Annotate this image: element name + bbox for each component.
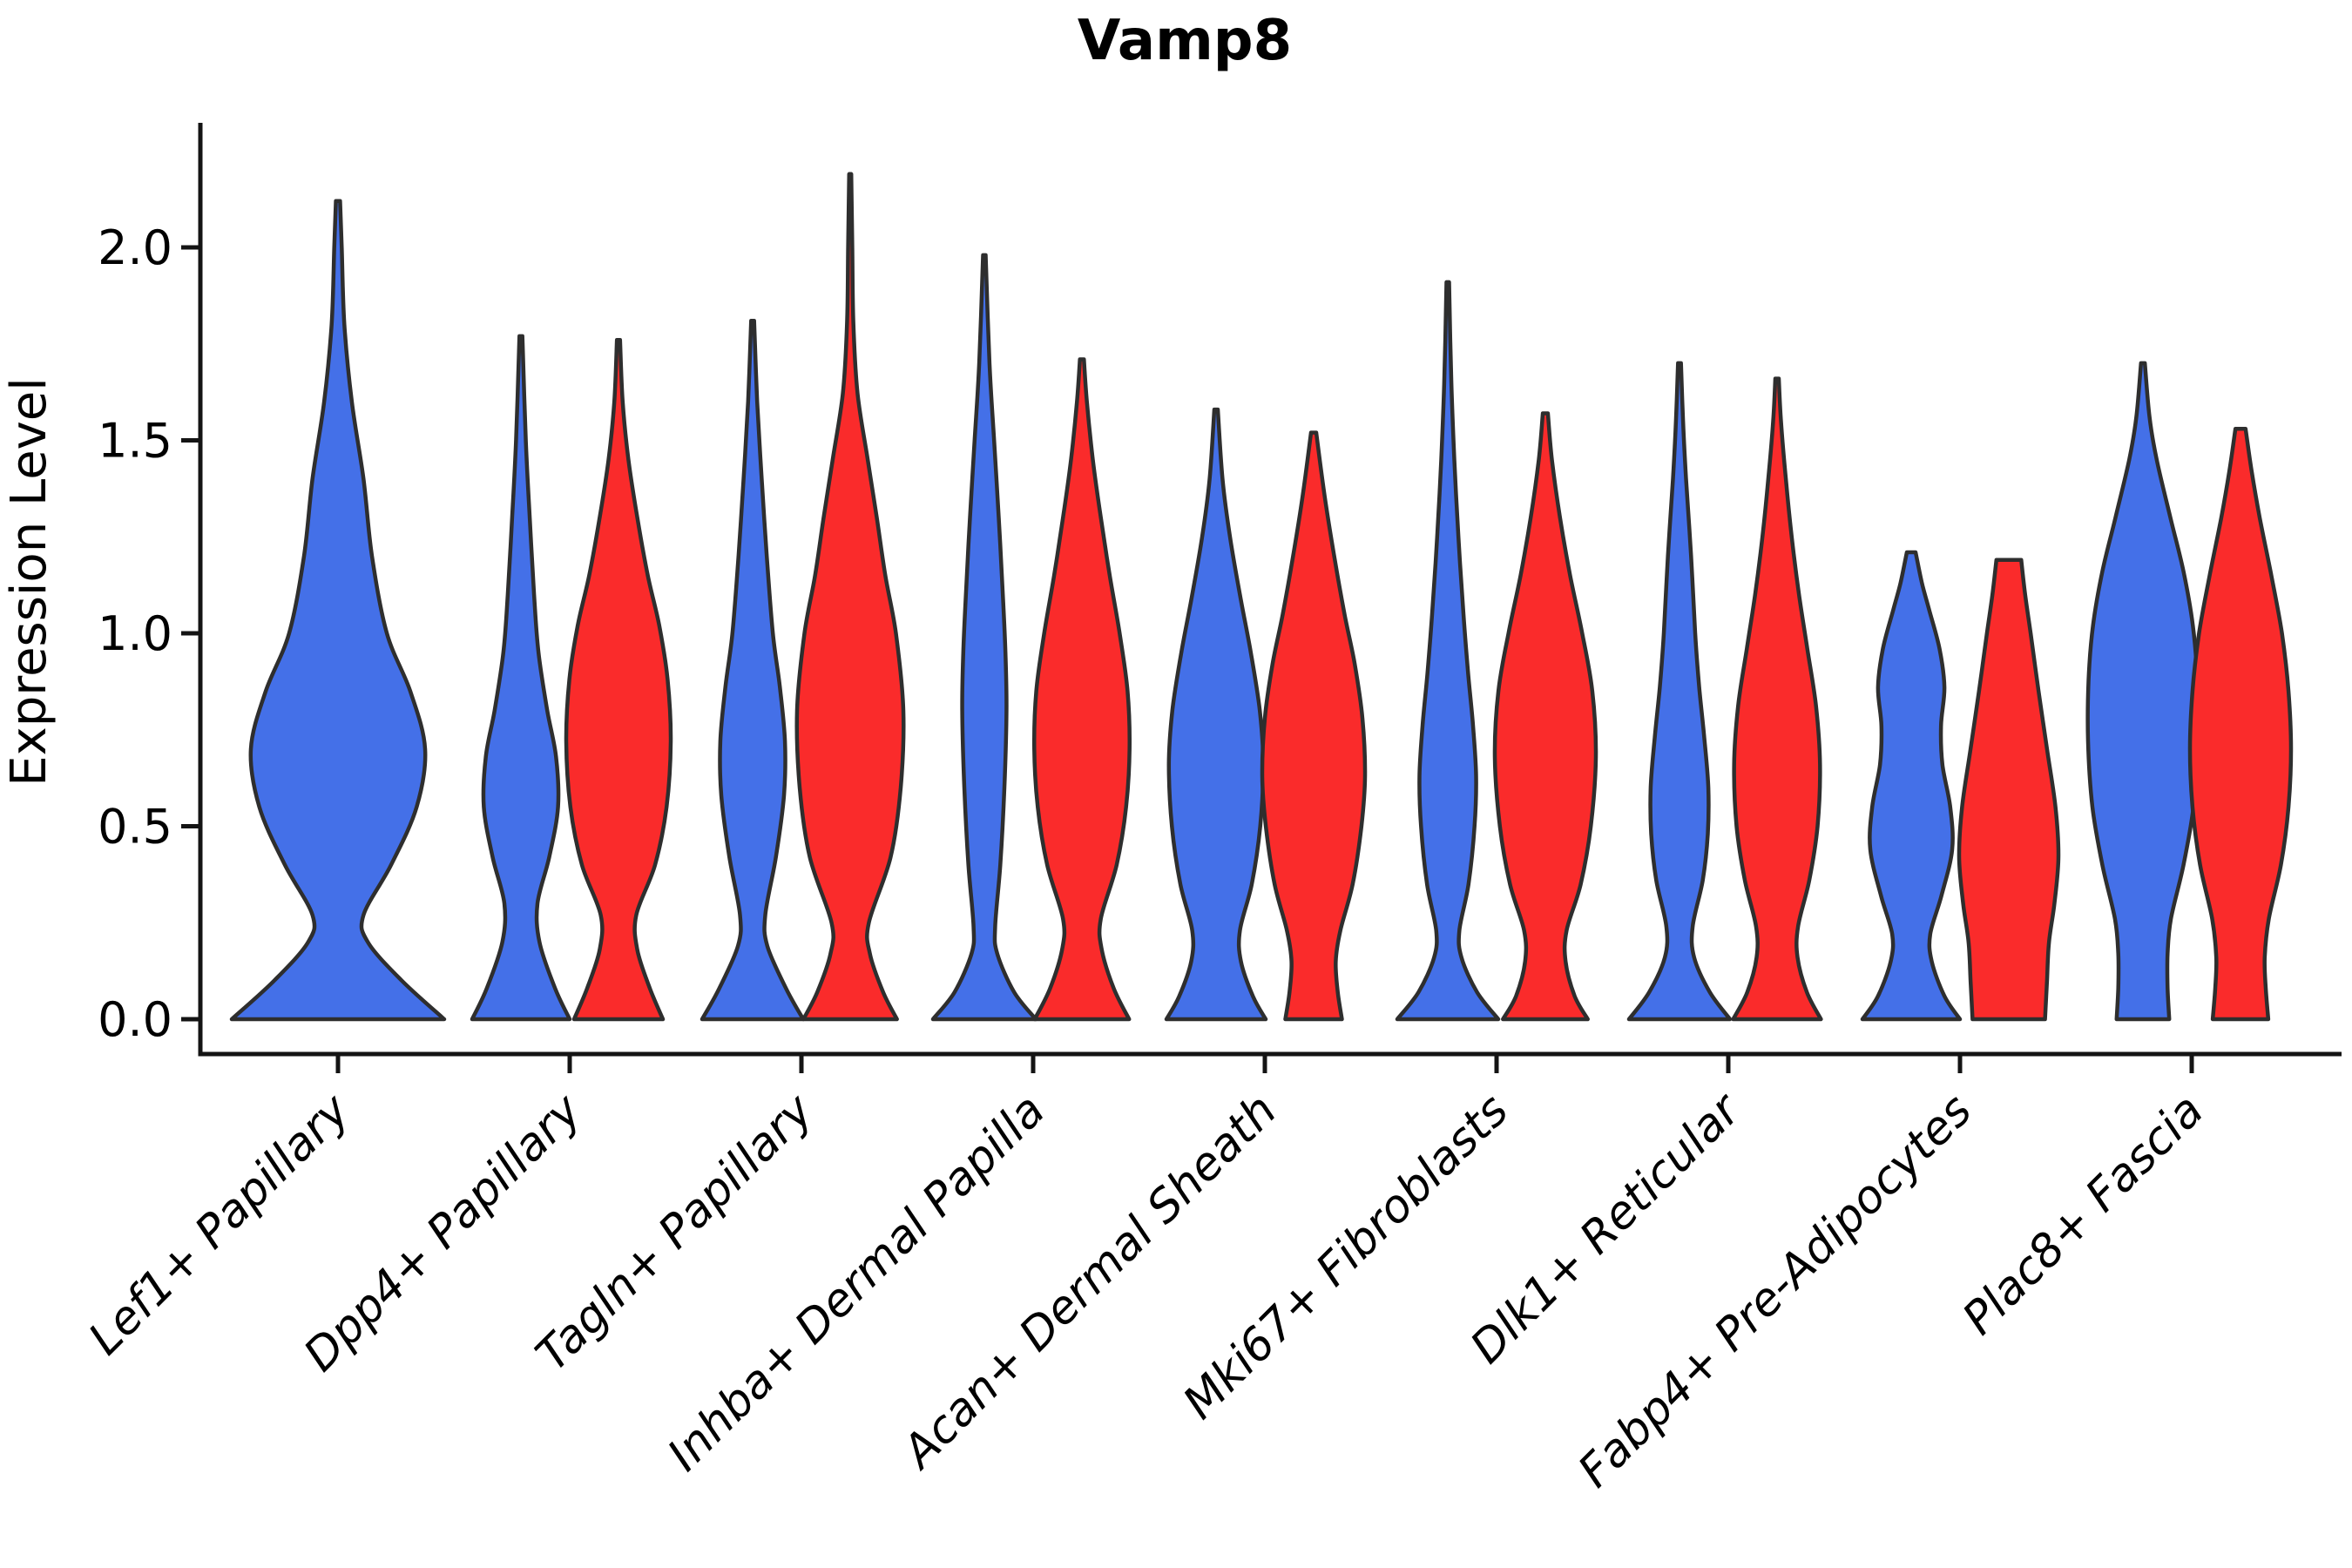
y-tick-label: 2.0 — [98, 220, 172, 275]
violin-lef1-blue — [229, 199, 447, 1022]
violin-dlk1-blue — [1626, 361, 1733, 1022]
axes — [181, 123, 2342, 1073]
violin-fabp4-blue — [1860, 550, 1963, 1022]
violin-fabp4-red — [1957, 558, 2061, 1022]
violins — [229, 172, 2294, 1022]
x-tick-label: Fabp4+ Pre-Adipocytes — [1569, 1085, 1983, 1498]
violin-plac8-red — [2187, 426, 2294, 1022]
y-tick-labels: 0.0 0.5 1.0 1.5 2.0 — [98, 220, 172, 1047]
violin-acan-red — [1260, 430, 1368, 1022]
y-tick-label: 0.0 — [98, 992, 172, 1047]
x-tick-label: Acan+ Dermal Sheath — [891, 1085, 1287, 1480]
y-tick-label: 1.0 — [98, 606, 172, 661]
violin-plac8-blue — [2085, 361, 2200, 1022]
violin-inhba-blue — [930, 253, 1038, 1022]
violin-dpp4-red — [564, 338, 673, 1022]
x-tick-label: Inhba+ Dermal Papilla — [658, 1085, 1055, 1482]
violin-inhba-red — [1031, 357, 1132, 1022]
x-tick-label: Plac8+ Fascia — [1953, 1085, 2213, 1345]
violin-mki67-blue — [1395, 280, 1501, 1022]
violin-tagln-red — [794, 172, 906, 1022]
violin-mki67-red — [1492, 411, 1598, 1022]
violin-tagln-blue — [700, 318, 806, 1022]
y-tick-label: 0.5 — [98, 800, 172, 855]
plot-title: Vamp8 — [1078, 9, 1292, 73]
violin-dlk1-red — [1731, 376, 1823, 1022]
y-tick-label: 1.5 — [98, 414, 172, 469]
y-axis-label: Expression Level — [1, 377, 57, 787]
violin-dpp4-blue — [470, 334, 572, 1022]
violin-acan-blue — [1164, 407, 1268, 1022]
